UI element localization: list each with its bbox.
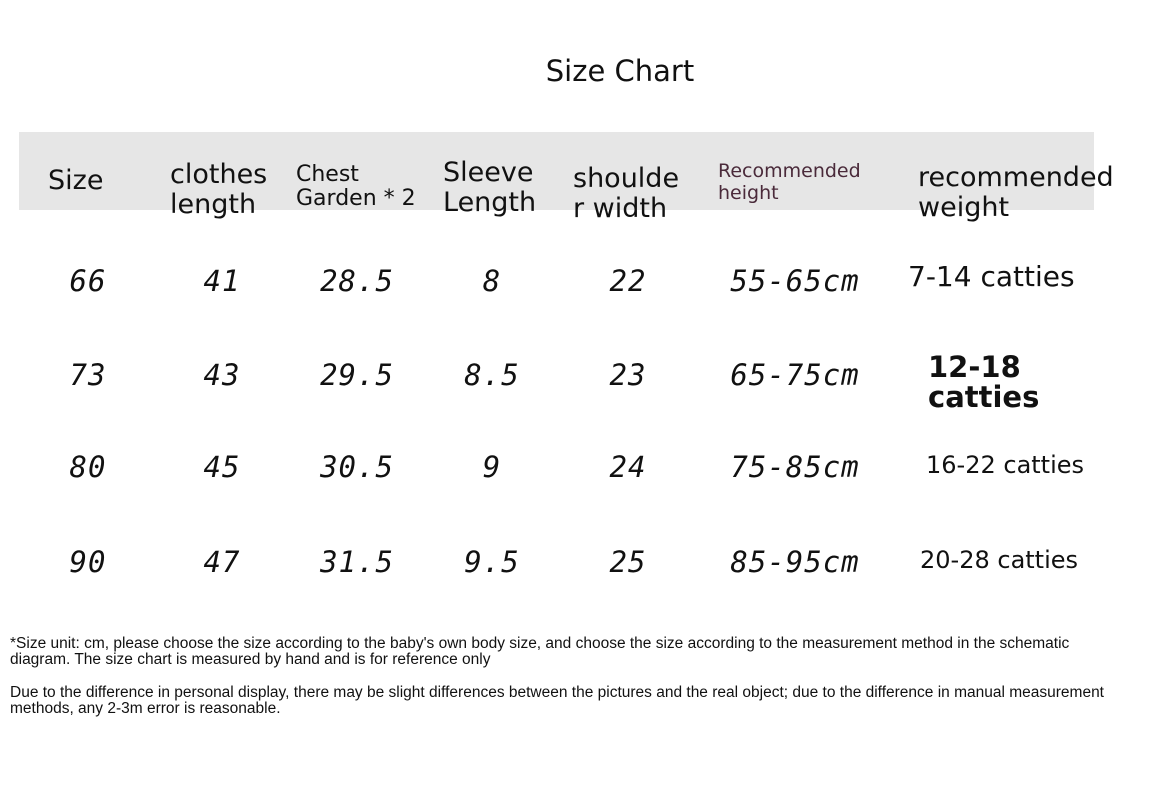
header-line: Length [443,187,537,218]
header-line: height [718,182,779,204]
size-unit-note: *Size unit: cm, please choose the size a… [10,635,1070,668]
cell-shoulder: 24 [609,450,647,484]
cell-shoulder: 22 [609,264,647,298]
header-line: shoulde [573,163,680,194]
header-chest: Chest Garden * 2 [296,163,416,211]
header-clothes-length: clothes length [170,160,267,220]
cell-height: 55-65cm [730,264,860,298]
cell-shoulder: 25 [609,545,647,579]
cell-size: 80 [69,450,107,484]
cell-size: 66 [69,264,107,298]
cell-chest: 30.5 [320,450,394,484]
cell-length: 47 [203,545,241,579]
cell-sleeve: 8 [482,264,502,298]
header-line: weight [918,192,1010,223]
cell-size: 90 [69,545,107,579]
cell-height: 65-75cm [730,358,860,392]
cell-size: 73 [69,358,107,392]
header-line: Chest [296,162,359,187]
cell-weight: 12-18 catties [928,350,1040,414]
cell-sleeve: 9 [482,450,502,484]
cell-length: 43 [203,358,241,392]
header-line: Size [48,165,104,196]
cell-chest: 28.5 [320,264,394,298]
cell-shoulder: 23 [609,358,647,392]
header-line: r width [573,193,668,224]
disclaimer-note: Due to the difference in personal displa… [10,684,1104,717]
header-line: clothes [170,159,268,190]
cell-height: 85-95cm [730,545,860,579]
header-size: Size [48,166,103,196]
cell-weight: 7-14 catties [908,260,1075,293]
header-sleeve-length: Sleeve Length [443,158,536,218]
header-recommended-height: Recommended height [718,160,861,204]
cell-length: 41 [203,264,241,298]
cell-chest: 29.5 [320,358,394,392]
cell-sleeve: 9.5 [464,545,520,579]
header-line: length [170,189,257,220]
header-recommended-weight: recommended weight [918,163,1114,223]
header-band [19,132,1094,210]
header-line: recommended [918,162,1114,193]
cell-weight: 16-22 catties [926,451,1085,479]
header-line: Recommended [718,160,861,182]
header-line: Sleeve [443,157,534,188]
page-title: Size Chart [545,54,695,88]
header-line: Garden * 2 [296,186,416,211]
cell-chest: 31.5 [320,545,394,579]
cell-height: 75-85cm [730,450,860,484]
cell-weight: 20-28 catties [920,546,1079,574]
cell-sleeve: 8.5 [464,358,520,392]
cell-length: 45 [203,450,241,484]
header-shoulder-width: shoulde r width [573,164,679,224]
